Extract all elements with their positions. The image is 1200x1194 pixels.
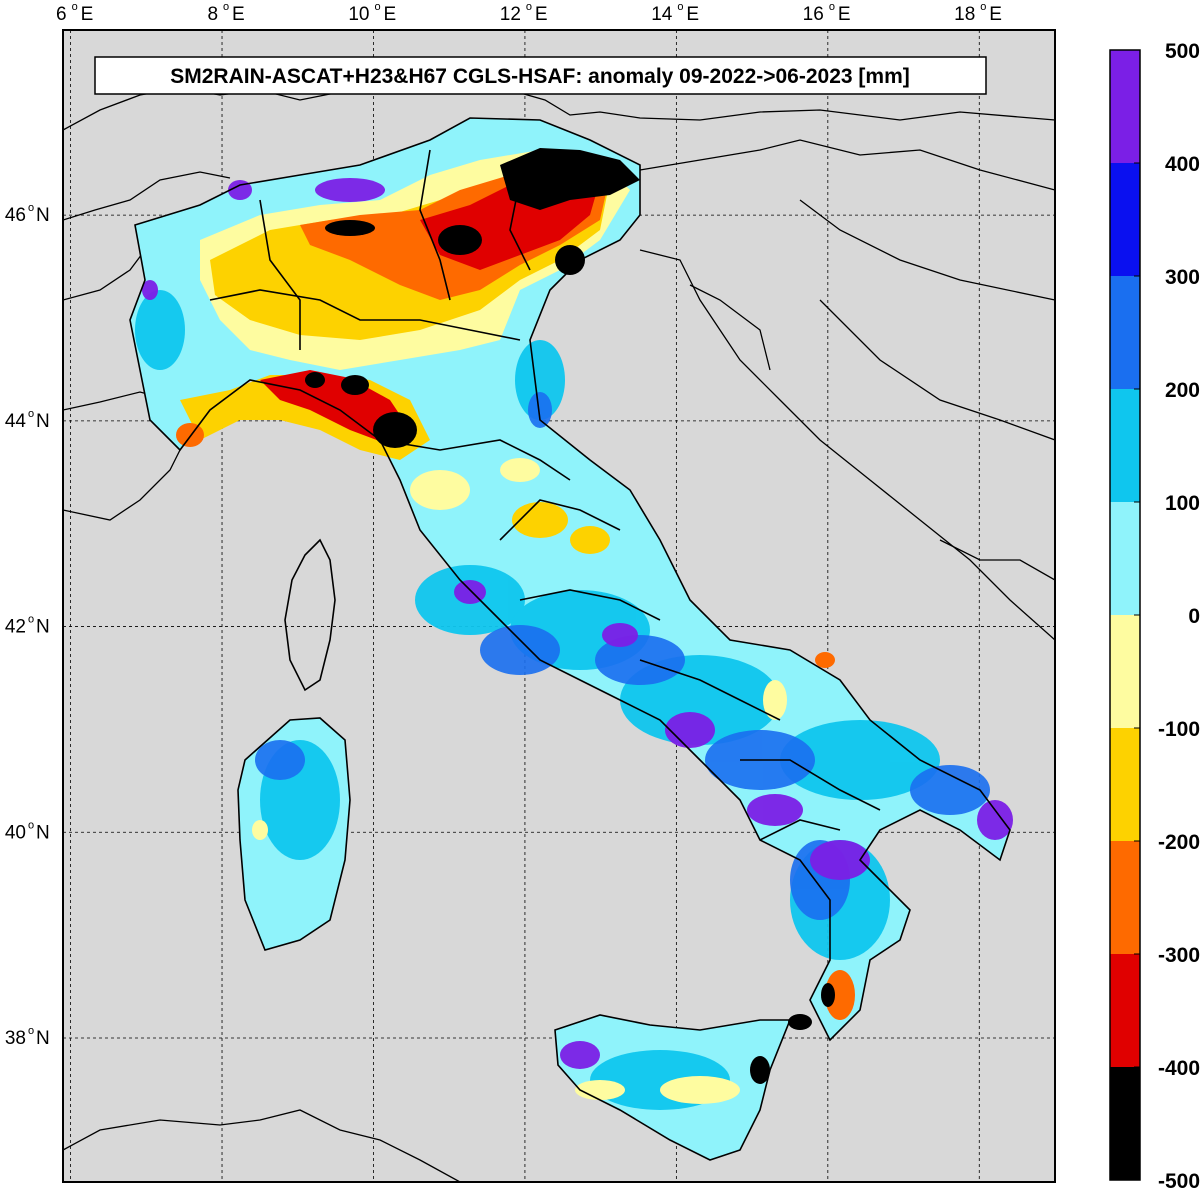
lon-tick-label: 14 (651, 4, 673, 25)
degree-mark: o (526, 1, 532, 13)
colorbar-label: -500 (1158, 1170, 1200, 1193)
colorbar: 500 400 300 200 100 0 -100 -200 -300 -400 -500 (1109, 40, 1200, 1193)
degree-mark: o (677, 1, 683, 13)
degree-mark: o (223, 1, 229, 13)
colorbar-segment (1110, 502, 1140, 616)
colorbar-segment (1110, 728, 1140, 842)
lat-tick-label: 38 (5, 1028, 26, 1049)
degree-mark: o (374, 1, 380, 13)
colorbar-label: -200 (1158, 831, 1200, 854)
title-box: SM2RAIN-ASCAT+H23&H67 CGLS-HSAF: anomaly… (94, 56, 987, 95)
longitude-labels: 6 o E 8 o E 10 o E 12 o E 14 o E 16 o E 18 o E (56, 1, 1002, 25)
colorbar-segment (1110, 954, 1140, 1068)
lon-tick-suffix: E (989, 4, 1002, 25)
lon-tick-label: 6 (56, 4, 67, 25)
degree-mark: o (28, 1025, 34, 1037)
degree-mark: o (28, 614, 34, 626)
colorbar-label: 300 (1165, 266, 1200, 289)
colorbar-segment (1110, 1067, 1140, 1181)
lat-tick-label: 42 (5, 617, 26, 638)
lat-tick-suffix: N (36, 411, 50, 432)
colorbar-segment (1110, 276, 1140, 390)
lon-tick-label: 10 (348, 4, 369, 25)
lon-tick-label: 18 (954, 4, 975, 25)
colorbar-label: 200 (1165, 379, 1200, 402)
lon-tick-suffix: E (686, 4, 699, 25)
lat-tick-suffix: N (36, 205, 50, 226)
colorbar-label: -100 (1158, 718, 1200, 741)
colorbar-label: 0 (1188, 605, 1200, 628)
lon-tick-suffix: E (232, 4, 245, 25)
colorbar-segment (1110, 50, 1140, 164)
lat-tick-suffix: N (36, 617, 50, 638)
lat-tick-suffix: N (36, 822, 50, 843)
degree-mark: o (72, 1, 78, 13)
lat-tick-label: 44 (5, 411, 27, 432)
lon-tick-suffix: E (383, 4, 396, 25)
lon-tick-label: 8 (207, 4, 218, 25)
latitude-labels: 46 o N44 o N42 o N40 o N38 o N (5, 202, 50, 1049)
colorbar-label: -300 (1158, 944, 1200, 967)
degree-mark: o (980, 1, 986, 13)
colorbar-label: -400 (1158, 1057, 1200, 1080)
lon-tick-label: 16 (803, 4, 824, 25)
colorbar-label: 100 (1165, 492, 1200, 515)
degree-mark: o (28, 819, 34, 831)
colorbar-segment (1110, 841, 1140, 955)
colorbar-segment (1110, 615, 1140, 729)
lat-tick-suffix: N (36, 1028, 50, 1049)
colorbar-label: 400 (1165, 153, 1200, 176)
lon-tick-suffix: E (535, 4, 548, 25)
degree-mark: o (28, 202, 34, 214)
map-title: SM2RAIN-ASCAT+H23&H67 CGLS-HSAF: anomaly… (170, 65, 910, 88)
degree-mark: o (829, 1, 835, 13)
colorbar-label: 500 (1165, 40, 1200, 63)
colorbar-segment (1110, 163, 1140, 277)
italy-borders (129, 117, 1011, 1161)
degree-mark: o (28, 408, 34, 420)
map-frame (62, 29, 1056, 1183)
lat-tick-label: 46 (5, 205, 26, 226)
lon-tick-suffix: E (81, 4, 94, 25)
lon-tick-suffix: E (838, 4, 851, 25)
lat-tick-label: 40 (5, 822, 26, 843)
colorbar-segment (1110, 389, 1140, 503)
anomaly-field (130, 118, 1013, 1160)
lon-tick-label: 12 (500, 4, 521, 25)
